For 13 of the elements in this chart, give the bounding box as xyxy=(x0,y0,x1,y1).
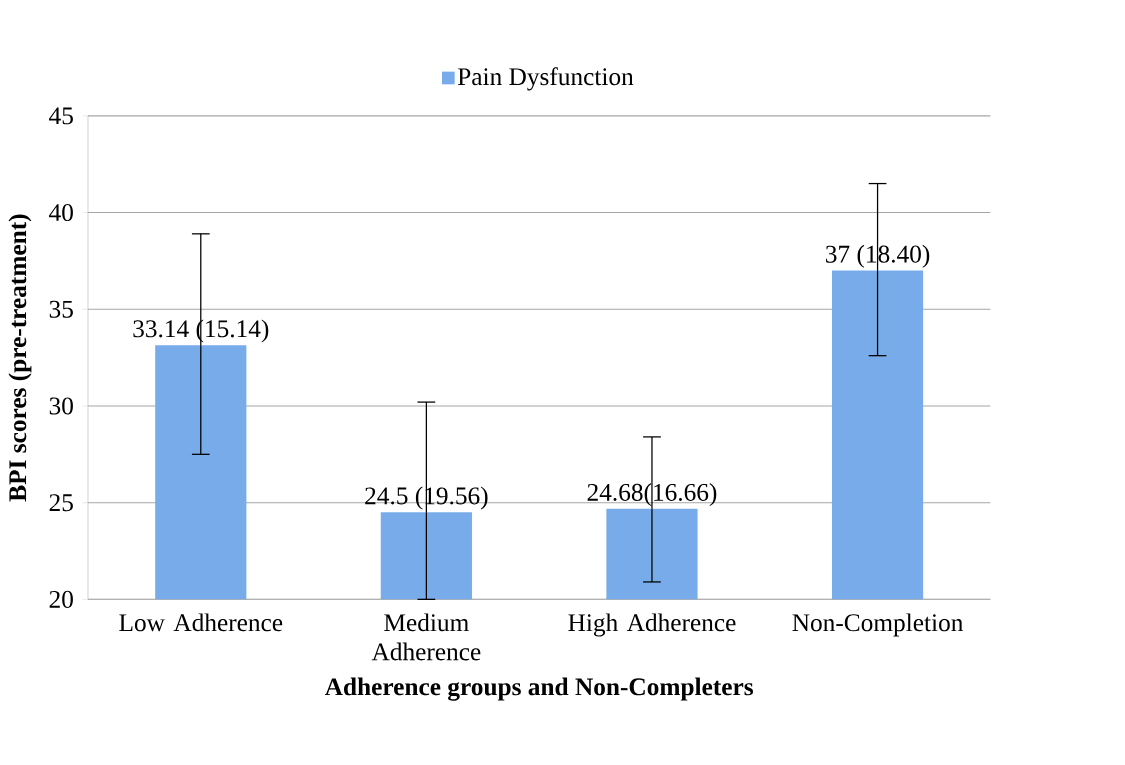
y-tick-label: 40 xyxy=(49,204,73,222)
y-axis-title: BPI scores (pre-treatment) xyxy=(8,214,32,502)
y-tick-label: 20 xyxy=(49,590,73,609)
y-tick-label: 35 xyxy=(49,300,73,318)
x-axis-title: Adherence groups and Non-Completers xyxy=(324,677,753,701)
y-tick-label: 45 xyxy=(49,107,73,125)
legend-label: Pain Dysfunction xyxy=(457,67,634,91)
x-tick-label: Low Adherence xyxy=(119,613,283,632)
y-tick-label: 25 xyxy=(49,494,73,512)
x-tick-label: Non-Completion xyxy=(792,613,964,637)
x-tick-label: Medium Adherence xyxy=(371,613,481,661)
x-tick-label: High Adherence xyxy=(568,613,736,637)
y-tick-label: 30 xyxy=(49,397,73,415)
